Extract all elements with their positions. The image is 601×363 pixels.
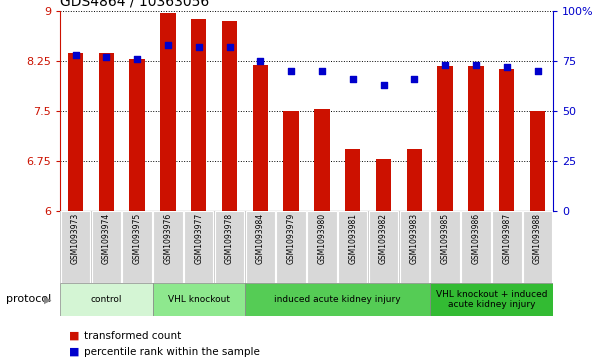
Bar bbox=[153, 211, 183, 283]
Text: GSM1093983: GSM1093983 bbox=[410, 213, 419, 264]
Point bbox=[502, 64, 511, 70]
Text: GSM1093977: GSM1093977 bbox=[194, 213, 203, 264]
Bar bbox=[91, 211, 121, 283]
Bar bbox=[492, 211, 522, 283]
Bar bbox=[245, 283, 430, 316]
Point bbox=[194, 44, 204, 50]
Text: VHL knockout: VHL knockout bbox=[168, 295, 230, 304]
Bar bbox=[276, 211, 306, 283]
Bar bbox=[215, 211, 244, 283]
Text: GSM1093978: GSM1093978 bbox=[225, 213, 234, 264]
Bar bbox=[376, 159, 391, 211]
Bar bbox=[99, 53, 114, 211]
Text: GSM1093973: GSM1093973 bbox=[71, 213, 80, 264]
Text: GSM1093986: GSM1093986 bbox=[471, 213, 480, 264]
Bar bbox=[407, 149, 422, 211]
Text: protocol: protocol bbox=[6, 294, 51, 305]
Bar bbox=[246, 211, 275, 283]
Bar bbox=[314, 109, 329, 211]
Text: control: control bbox=[91, 295, 122, 304]
Point bbox=[255, 58, 265, 64]
Point bbox=[225, 44, 234, 50]
Point bbox=[348, 76, 358, 82]
Text: transformed count: transformed count bbox=[84, 331, 182, 341]
Text: GSM1093981: GSM1093981 bbox=[348, 213, 357, 264]
Text: ■: ■ bbox=[69, 331, 79, 341]
Bar bbox=[60, 283, 153, 316]
Bar bbox=[284, 111, 299, 211]
Text: GSM1093975: GSM1093975 bbox=[133, 213, 142, 264]
Text: GSM1093984: GSM1093984 bbox=[256, 213, 265, 264]
Text: GSM1093979: GSM1093979 bbox=[287, 213, 296, 264]
Text: percentile rank within the sample: percentile rank within the sample bbox=[84, 347, 260, 357]
Bar bbox=[523, 211, 552, 283]
Bar bbox=[461, 211, 490, 283]
Bar bbox=[160, 13, 175, 211]
Bar bbox=[430, 211, 460, 283]
Text: VHL knockout + induced
acute kidney injury: VHL knockout + induced acute kidney inju… bbox=[436, 290, 547, 309]
Bar bbox=[68, 53, 83, 211]
Bar bbox=[123, 211, 152, 283]
Text: GSM1093982: GSM1093982 bbox=[379, 213, 388, 264]
Point bbox=[379, 82, 388, 87]
Point bbox=[163, 42, 172, 48]
Bar bbox=[530, 111, 545, 211]
Text: induced acute kidney injury: induced acute kidney injury bbox=[274, 295, 401, 304]
Bar bbox=[400, 211, 429, 283]
Point bbox=[102, 54, 111, 60]
Text: GDS4864 / 10363056: GDS4864 / 10363056 bbox=[60, 0, 209, 8]
Bar bbox=[129, 59, 145, 211]
Bar bbox=[153, 283, 245, 316]
Point bbox=[409, 76, 419, 82]
Point bbox=[471, 62, 481, 68]
Text: GSM1093976: GSM1093976 bbox=[163, 213, 172, 264]
Bar bbox=[345, 149, 361, 211]
Bar bbox=[184, 211, 213, 283]
Text: GSM1093974: GSM1093974 bbox=[102, 213, 111, 264]
Bar bbox=[438, 66, 453, 211]
Text: ■: ■ bbox=[69, 347, 79, 357]
Point bbox=[532, 68, 542, 74]
Point bbox=[441, 62, 450, 68]
Bar bbox=[191, 19, 206, 211]
Bar bbox=[369, 211, 398, 283]
Bar bbox=[430, 283, 553, 316]
Point bbox=[71, 52, 81, 58]
Bar bbox=[222, 21, 237, 211]
Bar bbox=[307, 211, 337, 283]
Text: GSM1093985: GSM1093985 bbox=[441, 213, 450, 264]
Bar bbox=[499, 69, 514, 211]
Text: GSM1093988: GSM1093988 bbox=[533, 213, 542, 264]
Text: GSM1093980: GSM1093980 bbox=[317, 213, 326, 264]
Bar bbox=[61, 211, 90, 283]
Text: ▶: ▶ bbox=[44, 294, 51, 305]
Point bbox=[286, 68, 296, 74]
Bar bbox=[338, 211, 367, 283]
Point bbox=[132, 56, 142, 62]
Bar bbox=[252, 65, 268, 211]
Text: GSM1093987: GSM1093987 bbox=[502, 213, 511, 264]
Bar bbox=[468, 66, 484, 211]
Point bbox=[317, 68, 327, 74]
